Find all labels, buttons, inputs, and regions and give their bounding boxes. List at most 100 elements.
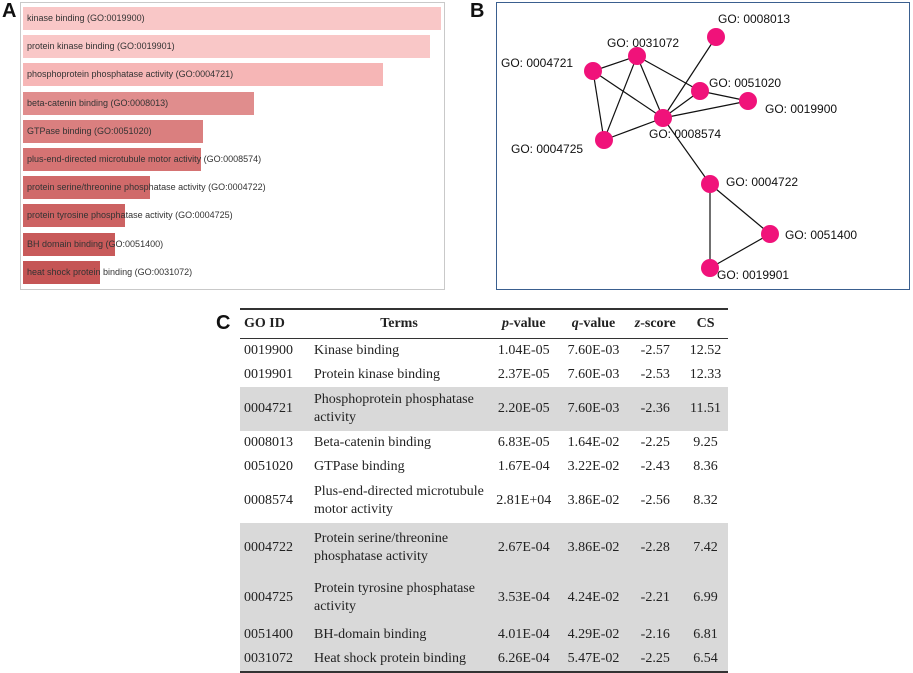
cell-p-value: 2.81E+04 [496, 493, 552, 508]
network-edge [709, 183, 771, 235]
cell-p-value: 3.53E-04 [488, 573, 560, 623]
network-edge [662, 36, 717, 119]
network-node-label: GO: 0019901 [717, 268, 789, 282]
cell-cs: 9.25 [693, 435, 718, 450]
cell-q-value: 4.29E-02 [559, 623, 628, 647]
network-node-label: GO: 0008013 [718, 12, 790, 26]
network-edge [662, 100, 749, 119]
bar-label-5: plus-end-directed microtubule motor acti… [27, 154, 262, 164]
cell-term: Protein serine/threonine phosphatase act… [310, 523, 488, 573]
cell-term: Heat shock protein binding [310, 647, 488, 673]
header-p-value: p-value [488, 308, 560, 339]
cell-z-score: -2.25 [627, 647, 684, 673]
cell-q-value: 7.60E-03 [567, 343, 620, 358]
cell-cs: 6.54 [683, 647, 728, 673]
table-header-row: GO ID Terms p-value q-value z-score CS [240, 308, 728, 339]
table-row: 0019900 Kinase binding 1.04E-05 7.60E-03… [240, 339, 728, 364]
panel-label-c: C [216, 312, 231, 334]
cell-cs: 7.42 [683, 523, 728, 573]
network-node [739, 92, 757, 110]
cell-go-id: 0008574 [244, 493, 293, 508]
table-row: 0008574 Plus-end-directed microtubule mo… [240, 479, 728, 523]
cell-q-value: 3.22E-02 [567, 459, 620, 474]
cell-go-id: 0019901 [244, 367, 293, 382]
network-node-label: GO: 0008574 [649, 127, 721, 141]
cell-q-value: 7.60E-03 [567, 367, 620, 382]
table-row: 0004725 Protein tyrosine phosphatase act… [240, 573, 728, 623]
header-z-score: z-score [627, 308, 684, 339]
cell-go-id: 0004725 [240, 573, 310, 623]
cell-z-score: -2.57 [640, 343, 670, 358]
bar-label-8: BH domain binding (GO:0051400) [27, 238, 164, 249]
cell-p-value: 6.26E-04 [488, 647, 560, 673]
network-node-label: GO: 0004725 [511, 142, 583, 156]
header-p-suffix: -value [509, 316, 546, 331]
bar-label-3: beta-catenin binding (GO:0008013) [27, 97, 169, 108]
go-enrichment-table: GO ID Terms p-value q-value z-score CS 0… [240, 308, 728, 673]
bar-9 [23, 260, 100, 284]
header-q-value: q-value [559, 308, 628, 339]
cell-term: Plus-end-directed microtubule motor acti… [314, 484, 484, 517]
cell-q-value: 1.64E-02 [567, 435, 620, 450]
cell-go-id: 0004721 [240, 387, 310, 431]
bar-6 [23, 176, 150, 200]
network-node-label: GO: 0031072 [607, 36, 679, 50]
panel-label-b: B [470, 0, 485, 22]
cell-cs: 12.52 [689, 343, 722, 358]
cell-cs: 8.36 [693, 459, 718, 474]
go-table-panel: GO ID Terms p-value q-value z-score CS 0… [240, 308, 728, 673]
cell-z-score: -2.21 [627, 573, 684, 623]
cell-z-score: -2.53 [640, 367, 670, 382]
bar-0 [23, 7, 441, 30]
network-node-label: GO: 0004722 [726, 175, 798, 189]
bar-label-1: protein kinase binding (GO:0019901) [27, 41, 175, 52]
network-node-label: GO: 0051400 [785, 228, 857, 242]
cell-q-value: 3.86E-02 [559, 523, 628, 573]
network-edge [592, 70, 664, 119]
network-node [701, 175, 719, 193]
network-node [707, 28, 725, 46]
cell-p-value: 2.67E-04 [488, 523, 560, 573]
cell-p-value: 2.37E-05 [497, 367, 550, 382]
cell-p-value: 4.01E-04 [488, 623, 560, 647]
bar-2 [23, 63, 384, 87]
bar-label-6: protein serine/threonine phosphatase act… [27, 182, 266, 193]
network-node-label: GO: 0004721 [501, 56, 573, 70]
network-node-label: GO: 0019900 [765, 102, 837, 116]
cell-term: Kinase binding [314, 343, 400, 358]
network-node [761, 225, 779, 243]
cell-q-value: 5.47E-02 [559, 647, 628, 673]
table-row: 0004722 Protein serine/threonine phospha… [240, 523, 728, 573]
bar-label-9: heat shock protein binding (GO:0031072) [27, 266, 193, 277]
network-edge [603, 55, 638, 141]
bar-7 [23, 204, 126, 228]
cell-go-id: 0051400 [240, 623, 310, 647]
cell-cs: 12.33 [689, 367, 722, 382]
network-node [701, 259, 719, 277]
network-graph: GO: 0008013 GO: 0031072 GO: 0004721 GO: 005… [501, 12, 857, 282]
header-z-italic: z [634, 316, 641, 331]
cell-p-value: 6.83E-05 [497, 435, 550, 450]
cell-z-score: -2.28 [627, 523, 684, 573]
network-edge [636, 55, 701, 92]
table-row: 0031072 Heat shock protein binding 6.26E… [240, 647, 728, 673]
cell-p-value: 1.04E-05 [497, 343, 550, 358]
cell-term: Protein tyrosine phosphatase activity [310, 573, 488, 623]
cell-term: BH-domain binding [310, 623, 488, 647]
cell-q-value: 4.24E-02 [559, 573, 628, 623]
table-row: 0019901 Protein kinase binding 2.37E-05 … [240, 363, 728, 387]
panel-label-a: A [2, 0, 17, 22]
header-z-suffix: -score [640, 316, 676, 331]
cell-go-id: 0008013 [244, 435, 293, 450]
cell-q-value: 7.60E-03 [559, 387, 628, 431]
table-row: 0008013 Beta-catenin binding 6.83E-05 1.… [240, 431, 728, 455]
header-cs: CS [683, 308, 728, 339]
network-edge [709, 233, 771, 269]
cell-z-score: -2.16 [627, 623, 684, 647]
network-node [628, 47, 646, 65]
cell-term: GTPase binding [314, 459, 405, 474]
bar-5 [23, 148, 202, 171]
bar-label-0: kinase binding (GO:0019900) [27, 13, 145, 23]
cell-z-score: -2.43 [640, 459, 670, 474]
bar-chart-panel: kinase binding (GO:0019900) protein kinas… [20, 2, 445, 290]
